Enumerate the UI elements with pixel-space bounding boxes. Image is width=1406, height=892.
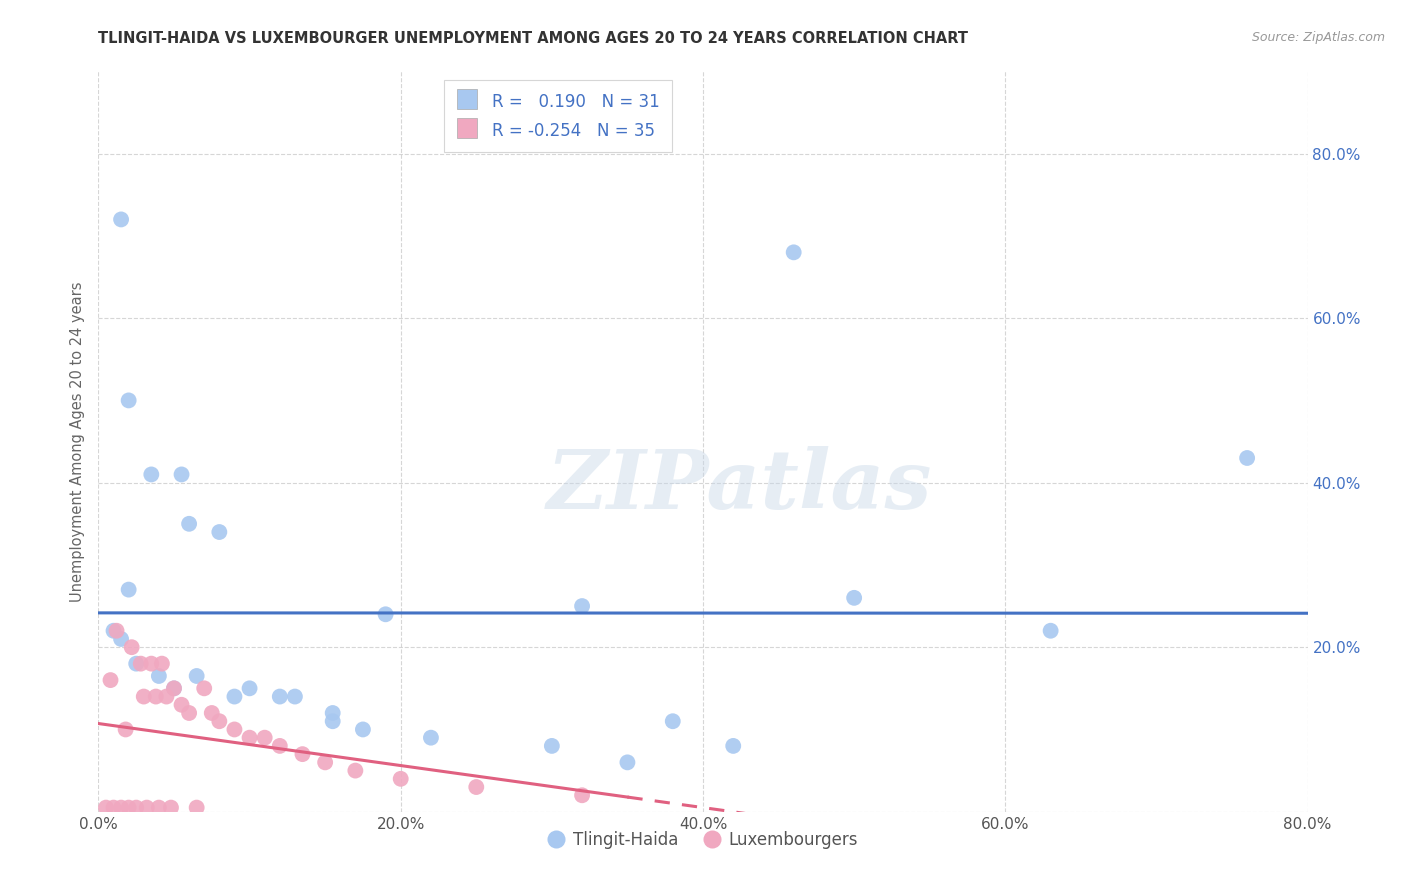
Y-axis label: Unemployment Among Ages 20 to 24 years: Unemployment Among Ages 20 to 24 years <box>70 281 86 602</box>
Point <box>145 690 167 704</box>
Text: ZIPatlas: ZIPatlas <box>547 446 932 526</box>
Point <box>110 632 132 646</box>
Point <box>253 731 276 745</box>
Point <box>155 690 177 704</box>
Point <box>723 739 745 753</box>
Point <box>179 706 201 720</box>
Point <box>118 582 141 597</box>
Point <box>661 714 683 729</box>
Point <box>201 706 224 720</box>
Point <box>1039 624 1062 638</box>
Point <box>110 212 132 227</box>
Point <box>465 780 488 794</box>
Point <box>269 739 291 753</box>
Point <box>141 467 163 482</box>
Point <box>783 245 806 260</box>
Point <box>125 800 148 814</box>
Point <box>186 800 208 814</box>
Text: TLINGIT-HAIDA VS LUXEMBOURGER UNEMPLOYMENT AMONG AGES 20 TO 24 YEARS CORRELATION: TLINGIT-HAIDA VS LUXEMBOURGER UNEMPLOYME… <box>98 31 969 46</box>
Point <box>224 723 246 737</box>
Legend: Tlingit-Haida, Luxembourgers: Tlingit-Haida, Luxembourgers <box>541 824 865 855</box>
Point <box>141 657 163 671</box>
Point <box>110 800 132 814</box>
Point <box>208 714 231 729</box>
Point <box>160 800 183 814</box>
Point <box>352 723 374 737</box>
Point <box>121 640 143 655</box>
Point <box>114 723 136 737</box>
Point <box>103 800 125 814</box>
Point <box>148 800 170 814</box>
Point <box>179 516 201 531</box>
Point <box>94 800 117 814</box>
Point <box>129 657 152 671</box>
Point <box>103 624 125 638</box>
Point <box>420 731 443 745</box>
Point <box>291 747 314 761</box>
Point <box>284 690 307 704</box>
Point <box>224 690 246 704</box>
Point <box>571 599 593 613</box>
Point <box>105 624 128 638</box>
Point <box>322 714 344 729</box>
Point <box>163 681 186 696</box>
Point <box>193 681 215 696</box>
Point <box>132 690 155 704</box>
Point <box>208 524 231 539</box>
Point <box>170 698 193 712</box>
Point <box>844 591 866 605</box>
Point <box>344 764 367 778</box>
Point <box>239 681 262 696</box>
Point <box>540 739 562 753</box>
Point <box>389 772 412 786</box>
Point <box>314 756 336 770</box>
Point <box>269 690 291 704</box>
Point <box>616 756 638 770</box>
Point <box>118 800 141 814</box>
Point <box>239 731 262 745</box>
Point <box>125 657 148 671</box>
Point <box>148 669 170 683</box>
Point <box>374 607 396 622</box>
Point <box>150 657 173 671</box>
Text: Source: ZipAtlas.com: Source: ZipAtlas.com <box>1251 31 1385 45</box>
Point <box>118 393 141 408</box>
Point <box>170 467 193 482</box>
Point <box>322 706 344 720</box>
Point <box>163 681 186 696</box>
Point <box>1236 450 1258 465</box>
Point <box>186 669 208 683</box>
Point <box>135 800 157 814</box>
Point <box>571 789 593 803</box>
Point <box>100 673 122 687</box>
